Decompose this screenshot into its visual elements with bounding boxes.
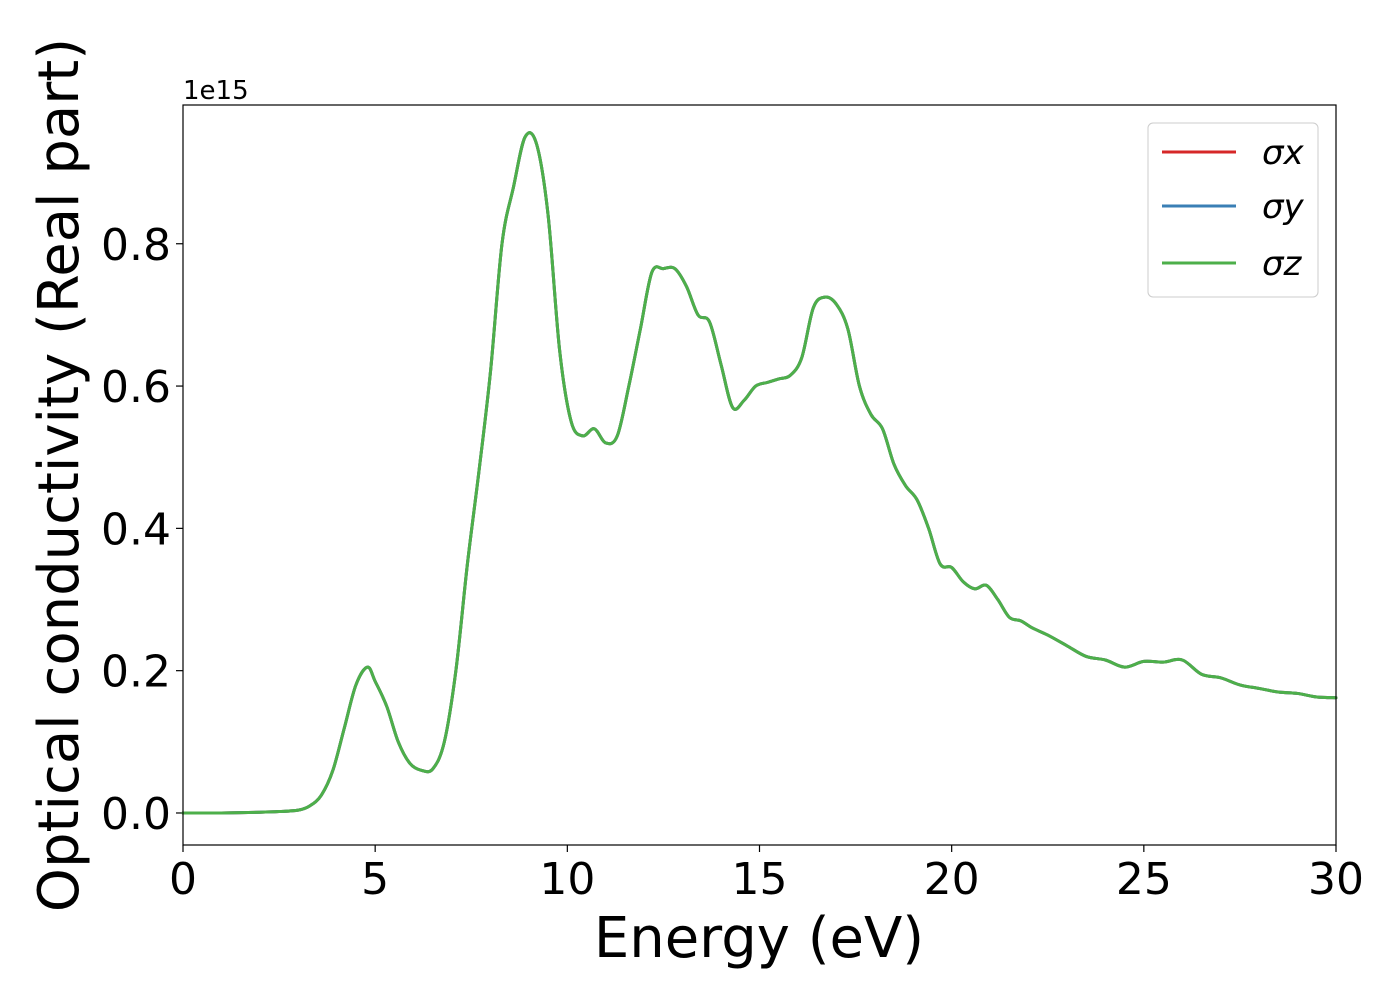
legend-label-2: σy [1262,187,1305,227]
series-lines [181,131,1338,815]
x-tick-label: 15 [732,854,788,905]
x-tick-label: 20 [924,854,980,905]
y-tick-label: 0.4 [101,504,171,555]
x-axis-ticks: 0 5 10 15 20 25 30 [169,845,1364,905]
y-tick-label: 0.0 [101,789,171,840]
x-tick-label: 0 [169,854,197,905]
y-offset-label: 1e15 [183,76,249,106]
y-tick-label: 0.8 [101,220,171,271]
legend-label-1: σx [1262,133,1305,173]
series-line-3 [181,131,1338,815]
legend: σx σy σz [1147,122,1319,298]
legend-label-3: σz [1262,244,1303,284]
x-tick-label: 30 [1308,854,1364,905]
plot-frame [182,104,1337,846]
x-tick-label: 5 [361,854,389,905]
y-axis-label: Optical conductivity (Real part) [27,38,92,912]
x-tick-label: 25 [1116,854,1172,905]
y-tick-label: 0.6 [101,362,171,413]
x-axis-label: Energy (eV) [594,906,924,971]
x-tick-label: 10 [539,854,595,905]
legend-box [1147,122,1319,298]
y-axis-ticks: 0.0 0.2 0.4 0.6 0.8 [101,220,183,840]
y-tick-label: 0.2 [101,647,171,698]
